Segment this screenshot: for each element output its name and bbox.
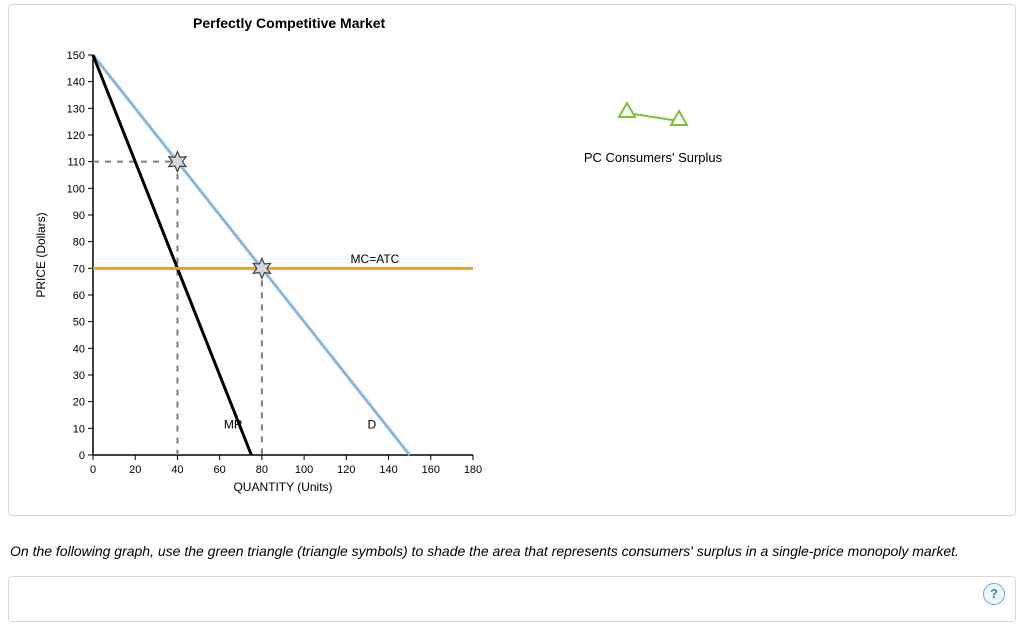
svg-text:140: 140 — [379, 464, 397, 476]
chart-title: Perfectly Competitive Market — [193, 15, 1001, 31]
svg-text:0: 0 — [90, 464, 96, 476]
svg-text:30: 30 — [73, 370, 85, 382]
svg-text:MC=ATC: MC=ATC — [351, 252, 400, 266]
svg-text:QUANTITY (Units): QUANTITY (Units) — [233, 480, 332, 494]
svg-text:10: 10 — [73, 423, 85, 435]
svg-text:20: 20 — [129, 464, 141, 476]
question-text: On the following graph, use the green tr… — [10, 540, 1014, 564]
next-graph-panel: ? — [8, 576, 1016, 622]
svg-text:90: 90 — [73, 210, 85, 222]
svg-text:20: 20 — [73, 397, 85, 409]
svg-text:80: 80 — [73, 237, 85, 249]
legend-triangle-icon[interactable] — [613, 95, 693, 129]
svg-text:140: 140 — [67, 77, 85, 89]
svg-text:100: 100 — [295, 464, 313, 476]
legend-label: PC Consumers' Surplus — [563, 150, 743, 165]
svg-text:160: 160 — [422, 464, 440, 476]
svg-text:MR: MR — [224, 417, 243, 431]
svg-text:100: 100 — [67, 183, 85, 195]
svg-text:180: 180 — [464, 464, 482, 476]
economics-chart[interactable]: 0 10 20 30 40 50 60 70 80 90 100 110 120 130 140 150 0 20… — [23, 35, 503, 505]
svg-text:40: 40 — [171, 464, 183, 476]
svg-text:110: 110 — [67, 157, 85, 169]
svg-text:D: D — [367, 417, 376, 431]
chart-panel: Perfectly Competitive Market 0 10 20 30 40 50… — [8, 4, 1016, 516]
svg-text:120: 120 — [337, 464, 355, 476]
svg-text:60: 60 — [214, 464, 226, 476]
svg-text:70: 70 — [73, 263, 85, 275]
svg-text:120: 120 — [67, 130, 85, 142]
svg-text:80: 80 — [256, 464, 268, 476]
svg-text:60: 60 — [73, 290, 85, 302]
svg-text:0: 0 — [79, 450, 85, 462]
svg-text:130: 130 — [67, 103, 85, 115]
svg-text:150: 150 — [67, 50, 85, 62]
help-icon[interactable]: ? — [983, 583, 1005, 605]
svg-text:PRICE (Dollars): PRICE (Dollars) — [34, 212, 48, 297]
svg-text:50: 50 — [73, 317, 85, 329]
legend: PC Consumers' Surplus — [563, 95, 743, 165]
svg-text:40: 40 — [73, 343, 85, 355]
